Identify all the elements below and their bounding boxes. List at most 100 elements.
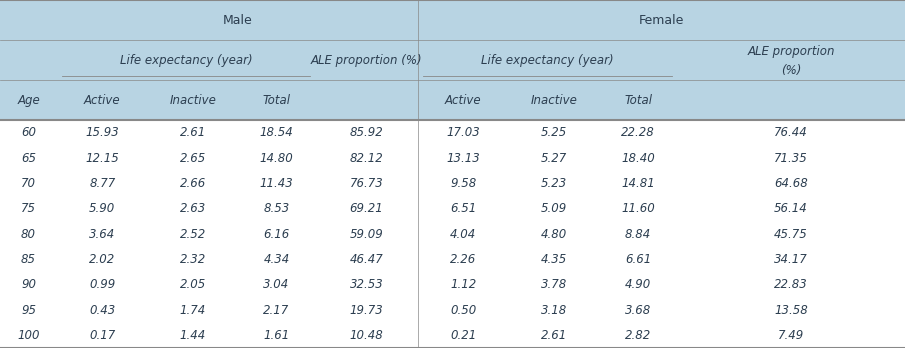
Text: 3.78: 3.78: [540, 278, 567, 291]
Text: 6.51: 6.51: [450, 202, 477, 215]
Text: 19.73: 19.73: [349, 303, 384, 317]
Text: 60: 60: [21, 126, 36, 139]
Text: 71.35: 71.35: [774, 151, 808, 165]
Text: 3.04: 3.04: [263, 278, 290, 291]
Text: Total: Total: [624, 94, 652, 106]
Text: 2.26: 2.26: [450, 253, 477, 266]
Bar: [0, 247, 905, 272]
Bar: [0, 145, 905, 171]
Text: 6.16: 6.16: [263, 228, 290, 240]
Text: 4.35: 4.35: [540, 253, 567, 266]
Text: 9.58: 9.58: [450, 177, 477, 190]
Text: 2.52: 2.52: [179, 228, 206, 240]
Text: 59.09: 59.09: [349, 228, 384, 240]
Text: 8.77: 8.77: [89, 177, 116, 190]
Bar: [0, 171, 905, 196]
Text: 2.17: 2.17: [263, 303, 290, 317]
Text: 3.18: 3.18: [540, 303, 567, 317]
Text: 22.83: 22.83: [774, 278, 808, 291]
Text: 34.17: 34.17: [774, 253, 808, 266]
Bar: [0, 323, 905, 348]
Text: 13.58: 13.58: [774, 303, 808, 317]
Text: Active: Active: [445, 94, 481, 106]
Text: 2.66: 2.66: [179, 177, 206, 190]
Text: 1.44: 1.44: [179, 329, 206, 342]
Text: 14.80: 14.80: [260, 151, 293, 165]
Bar: [0, 80, 905, 120]
Text: 65: 65: [21, 151, 36, 165]
Text: 2.63: 2.63: [179, 202, 206, 215]
Text: Female: Female: [639, 14, 684, 26]
Text: 13.13: 13.13: [446, 151, 481, 165]
Bar: [0, 196, 905, 221]
Text: 11.43: 11.43: [260, 177, 293, 190]
Text: 8.84: 8.84: [624, 228, 652, 240]
Bar: [0, 272, 905, 297]
Text: 76.44: 76.44: [774, 126, 808, 139]
Text: 5.90: 5.90: [89, 202, 116, 215]
Text: 2.02: 2.02: [89, 253, 116, 266]
Text: Inactive: Inactive: [169, 94, 216, 106]
Text: 7.49: 7.49: [777, 329, 805, 342]
Text: 46.47: 46.47: [349, 253, 384, 266]
Bar: [0, 120, 905, 145]
Text: 5.09: 5.09: [540, 202, 567, 215]
Text: 4.04: 4.04: [450, 228, 477, 240]
Text: 0.21: 0.21: [450, 329, 477, 342]
Text: 1.74: 1.74: [179, 303, 206, 317]
Text: 17.03: 17.03: [446, 126, 481, 139]
Text: 85.92: 85.92: [349, 126, 384, 139]
Text: 8.53: 8.53: [263, 202, 290, 215]
Text: 18.54: 18.54: [260, 126, 293, 139]
Text: ALE proportion (%): ALE proportion (%): [310, 54, 423, 66]
Text: Total: Total: [262, 94, 291, 106]
Text: 4.80: 4.80: [540, 228, 567, 240]
Text: Active: Active: [84, 94, 120, 106]
Text: 22.28: 22.28: [621, 126, 655, 139]
Text: 2.61: 2.61: [179, 126, 206, 139]
Text: Life expectancy (year): Life expectancy (year): [481, 54, 614, 66]
Text: 76.73: 76.73: [349, 177, 384, 190]
Text: (%): (%): [781, 64, 801, 77]
Text: 6.61: 6.61: [624, 253, 652, 266]
Text: 4.90: 4.90: [624, 278, 652, 291]
Text: 15.93: 15.93: [85, 126, 119, 139]
Text: 70: 70: [21, 177, 36, 190]
Text: 1.61: 1.61: [263, 329, 290, 342]
Text: ALE proportion: ALE proportion: [748, 45, 834, 58]
Text: 64.68: 64.68: [774, 177, 808, 190]
Text: 2.82: 2.82: [624, 329, 652, 342]
Text: 0.17: 0.17: [89, 329, 116, 342]
Text: Life expectancy (year): Life expectancy (year): [119, 54, 252, 66]
Text: 3.64: 3.64: [89, 228, 116, 240]
Text: Age: Age: [17, 94, 40, 106]
Text: 11.60: 11.60: [621, 202, 655, 215]
Bar: [0, 221, 905, 247]
Text: 69.21: 69.21: [349, 202, 384, 215]
Text: 2.65: 2.65: [179, 151, 206, 165]
Text: 5.27: 5.27: [540, 151, 567, 165]
Text: Male: Male: [223, 14, 252, 26]
Text: 12.15: 12.15: [85, 151, 119, 165]
Text: 0.99: 0.99: [89, 278, 116, 291]
Text: 85: 85: [21, 253, 36, 266]
Text: 18.40: 18.40: [621, 151, 655, 165]
Text: 32.53: 32.53: [349, 278, 384, 291]
Bar: [0, 40, 905, 80]
Text: 100: 100: [17, 329, 40, 342]
Text: 2.61: 2.61: [540, 329, 567, 342]
Text: 82.12: 82.12: [349, 151, 384, 165]
Text: 5.23: 5.23: [540, 177, 567, 190]
Text: 56.14: 56.14: [774, 202, 808, 215]
Text: 5.25: 5.25: [540, 126, 567, 139]
Text: 10.48: 10.48: [349, 329, 384, 342]
Text: 2.05: 2.05: [179, 278, 206, 291]
Text: 45.75: 45.75: [774, 228, 808, 240]
Text: 90: 90: [21, 278, 36, 291]
Text: 95: 95: [21, 303, 36, 317]
Bar: [0, 297, 905, 323]
Text: 14.81: 14.81: [621, 177, 655, 190]
Text: Inactive: Inactive: [530, 94, 577, 106]
Text: 3.68: 3.68: [624, 303, 652, 317]
Text: 0.50: 0.50: [450, 303, 477, 317]
